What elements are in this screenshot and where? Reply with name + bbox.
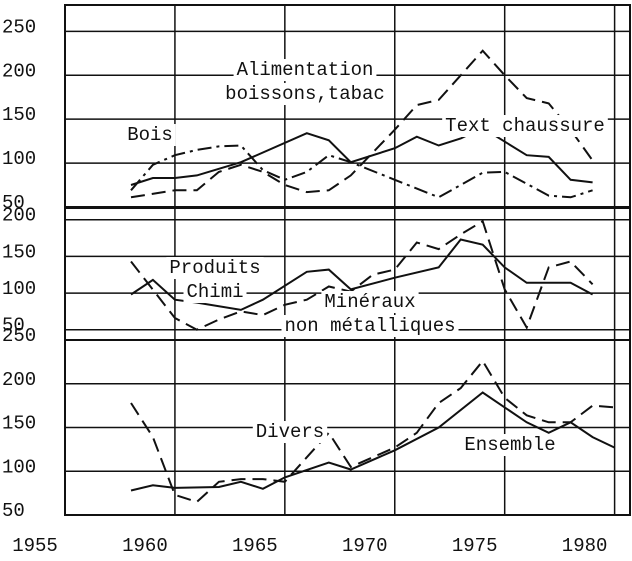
label-background — [166, 257, 264, 280]
x-tick-label: 1955 — [12, 535, 58, 557]
series-label-text: non métalliques — [284, 315, 455, 337]
y-tick-label: 50 — [2, 315, 25, 337]
series-label: Minéraux — [321, 291, 419, 314]
y-tick-label: 200 — [2, 205, 36, 227]
series-label: Bois — [124, 124, 176, 147]
series-label-text: Alimentation — [237, 59, 374, 81]
y-tick-label: 150 — [2, 104, 36, 126]
y-tick-label: 100 — [2, 278, 36, 300]
y-tick-label: 150 — [2, 413, 36, 435]
x-tick-label: 1975 — [452, 535, 498, 557]
series-label: Text chaussure — [442, 115, 608, 138]
y-tick-label: 200 — [2, 369, 36, 391]
series-line — [130, 219, 594, 331]
label-background — [183, 281, 247, 304]
series-label: boissons,tabac — [222, 83, 388, 106]
x-tick-label: 1970 — [342, 535, 388, 557]
label-background — [442, 115, 608, 138]
y-tick-label: 100 — [2, 148, 36, 170]
series-label: Divers — [252, 421, 328, 444]
series-line — [130, 359, 615, 504]
series-line — [130, 391, 616, 492]
label-background — [252, 421, 328, 444]
y-tick-label: 100 — [2, 456, 36, 478]
series-label: Produits — [166, 257, 264, 280]
series-label: Chimi — [183, 281, 247, 304]
series-label-text: Text chaussure — [445, 115, 605, 137]
y-tick-label: 250 — [2, 16, 36, 38]
label-background — [124, 124, 176, 147]
series-label-text: boissons,tabac — [225, 83, 385, 105]
series-label-text: Divers — [256, 421, 324, 443]
y-tick-label: 250 — [2, 325, 36, 347]
series-line — [130, 144, 593, 199]
y-tick-label: 50 — [2, 192, 25, 214]
label-background — [321, 291, 419, 314]
series-label-text: Bois — [127, 124, 173, 146]
series-label-text: Produits — [169, 257, 260, 279]
series-label-text: Chimi — [186, 281, 243, 303]
x-tick-label: 1980 — [562, 535, 608, 557]
series-line — [130, 126, 593, 186]
series-label: Ensemble — [461, 434, 559, 457]
series-label: non métalliques — [281, 315, 459, 338]
y-tick-label: 200 — [2, 60, 36, 82]
series-label-text: Minéraux — [324, 291, 415, 313]
label-background — [281, 315, 459, 338]
label-background — [461, 434, 559, 457]
panel-frame — [64, 339, 631, 516]
y-tick-label: 50 — [2, 500, 25, 522]
x-tick-label: 1960 — [122, 535, 168, 557]
y-tick-label: 150 — [2, 241, 36, 263]
series-label: Alimentation — [233, 59, 377, 82]
label-background — [233, 59, 377, 82]
series-line — [130, 49, 594, 199]
label-background — [222, 83, 388, 106]
x-tick-label: 1965 — [232, 535, 278, 557]
series-label-text: Ensemble — [464, 434, 555, 456]
